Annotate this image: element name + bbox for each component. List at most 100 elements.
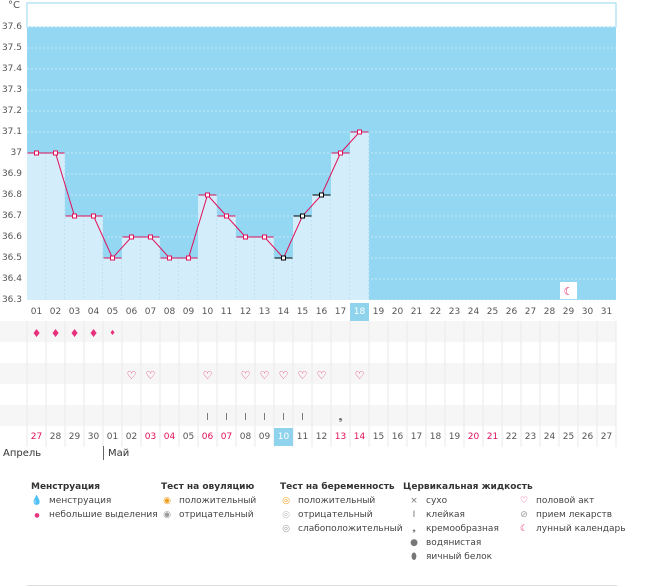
- legend-pregnancy-title: Тест на беременность: [280, 482, 395, 492]
- moon-icon: ☾: [519, 524, 529, 534]
- circle-icon: ◉: [163, 510, 171, 520]
- cycle-day-label[interactable]: 09: [258, 432, 271, 442]
- heart-icon: ♡: [241, 369, 251, 382]
- x-tick-label[interactable]: 06: [125, 307, 138, 317]
- legend-menstruation-item: 💧 менструация: [31, 496, 111, 506]
- x-tick-label[interactable]: 24: [467, 307, 480, 317]
- x-tick-label[interactable]: 25: [486, 307, 499, 317]
- x-tick-label[interactable]: 07: [144, 307, 157, 317]
- cycle-day-label[interactable]: 15: [372, 432, 385, 442]
- legend-label: клейкая: [426, 510, 465, 520]
- cycle-day-label[interactable]: 14: [353, 432, 366, 442]
- cycle-day-label[interactable]: 01: [106, 432, 119, 442]
- y-tick-label: 36.6: [1, 232, 22, 242]
- drop-icon: ♦: [70, 327, 80, 340]
- x-tick-label[interactable]: 21: [410, 307, 423, 317]
- x-tick-label[interactable]: 15: [296, 307, 309, 317]
- legend-label: отрицательный: [298, 510, 373, 520]
- x-tick-label[interactable]: 18: [350, 303, 369, 321]
- y-tick-label: 36.3: [1, 295, 22, 305]
- x-tick-label[interactable]: 02: [49, 307, 62, 317]
- x-tick-label[interactable]: 19: [372, 307, 385, 317]
- cycle-day-label[interactable]: 20: [467, 432, 480, 442]
- x-tick-label[interactable]: 29: [562, 307, 575, 317]
- cycle-day-label[interactable]: 06: [201, 432, 214, 442]
- y-tick-label: 37.3: [1, 85, 22, 95]
- x-tick-label[interactable]: 22: [429, 307, 442, 317]
- cycle-day-label[interactable]: 27: [600, 432, 613, 442]
- cycle-day-label[interactable]: 22: [505, 432, 518, 442]
- cycle-day-label[interactable]: 02: [125, 432, 138, 442]
- cycle-day-label[interactable]: 12: [315, 432, 328, 442]
- temperature-point: [129, 234, 134, 240]
- x-tick-label[interactable]: 17: [334, 307, 347, 317]
- circle-icon: ◎: [282, 524, 290, 534]
- cycle-day-label[interactable]: 07: [220, 432, 233, 442]
- cycle-day-label[interactable]: 25: [562, 432, 575, 442]
- x-tick-label[interactable]: 28: [543, 307, 556, 317]
- x-tick-label[interactable]: 04: [87, 307, 100, 317]
- cycle-day-label[interactable]: 26: [581, 432, 594, 442]
- x-tick-label[interactable]: 01: [30, 307, 43, 317]
- cycle-day-label[interactable]: 16: [391, 432, 404, 442]
- circle-icon: ◉: [163, 496, 171, 506]
- stick-icon: I: [412, 510, 416, 520]
- x-tick-label[interactable]: 13: [258, 307, 271, 317]
- x-tick-label[interactable]: 11: [220, 307, 233, 317]
- legend-label: водянистая: [426, 538, 482, 548]
- temp-bar: [236, 237, 255, 300]
- temp-bar: [65, 216, 84, 300]
- cycle-day-label[interactable]: 10: [274, 428, 293, 446]
- x-tick-label[interactable]: 16: [315, 307, 328, 317]
- y-tick-label: 36.5: [1, 253, 22, 263]
- x-tick-label[interactable]: 05: [106, 307, 119, 317]
- x-tick-label[interactable]: 30: [581, 307, 594, 317]
- cycle-day-label[interactable]: 19: [448, 432, 461, 442]
- x-tick-label[interactable]: 27: [524, 307, 537, 317]
- temp-bar: [141, 237, 160, 300]
- cycle-day-label[interactable]: 08: [239, 432, 252, 442]
- bottom-divider: [27, 585, 617, 586]
- x-tick-label[interactable]: 09: [182, 307, 195, 317]
- cycle-day-label[interactable]: 21: [486, 432, 499, 442]
- cycle-day-label[interactable]: 23: [524, 432, 537, 442]
- cycle-day-label[interactable]: 17: [410, 432, 423, 442]
- x-tick-label[interactable]: 23: [448, 307, 461, 317]
- legend-cervical-watery: ● водянистая: [408, 538, 481, 548]
- cycle-day-label[interactable]: 30: [87, 432, 100, 442]
- temp-bar: [160, 258, 179, 300]
- legend-label: положительный: [298, 496, 376, 506]
- cycle-day-label[interactable]: 03: [144, 432, 157, 442]
- stick-icon: I: [225, 412, 228, 423]
- heart-icon: ♡: [298, 369, 308, 382]
- y-tick-label: 37.5: [1, 43, 22, 53]
- x-tick-label[interactable]: 03: [68, 307, 81, 317]
- cycle-day-label[interactable]: 05: [182, 432, 195, 442]
- x-tick-label[interactable]: 14: [277, 307, 290, 317]
- cycle-day-label[interactable]: 04: [163, 432, 176, 442]
- temperature-chart: ☾ ♦ ♦ ♦ ♦ ♦ ♡ ♡ ♡ ♡ ♡ ♡ ♡ ♡ ♡ I I I I I I ❟: [0, 2, 617, 447]
- x-tick-label[interactable]: 26: [505, 307, 518, 317]
- cycle-day-label[interactable]: 27: [30, 432, 43, 442]
- cycle-day-label[interactable]: 28: [49, 432, 62, 442]
- temp-bar: [293, 216, 312, 300]
- stick-icon: I: [301, 412, 304, 423]
- x-tick-label[interactable]: 10: [201, 307, 214, 317]
- cycle-day-label[interactable]: 24: [543, 432, 556, 442]
- x-tick-label[interactable]: 20: [391, 307, 404, 317]
- temperature-point: [72, 213, 77, 219]
- y-tick-label: 37.6: [1, 22, 22, 32]
- circle-icon: ◎: [282, 510, 290, 520]
- cycle-day-label[interactable]: 11: [296, 432, 309, 442]
- x-tick-label[interactable]: 08: [163, 307, 176, 317]
- event-row: [0, 426, 616, 447]
- x-tick-label[interactable]: 31: [600, 307, 613, 317]
- x-tick-label[interactable]: 12: [239, 307, 252, 317]
- cycle-day-label[interactable]: 29: [68, 432, 81, 442]
- stick-icon: I: [206, 412, 209, 423]
- y-tick-label: 36.4: [1, 274, 22, 284]
- cycle-day-label[interactable]: 13: [334, 432, 347, 442]
- temperature-point: [34, 150, 39, 156]
- cycle-day-label[interactable]: 18: [429, 432, 442, 442]
